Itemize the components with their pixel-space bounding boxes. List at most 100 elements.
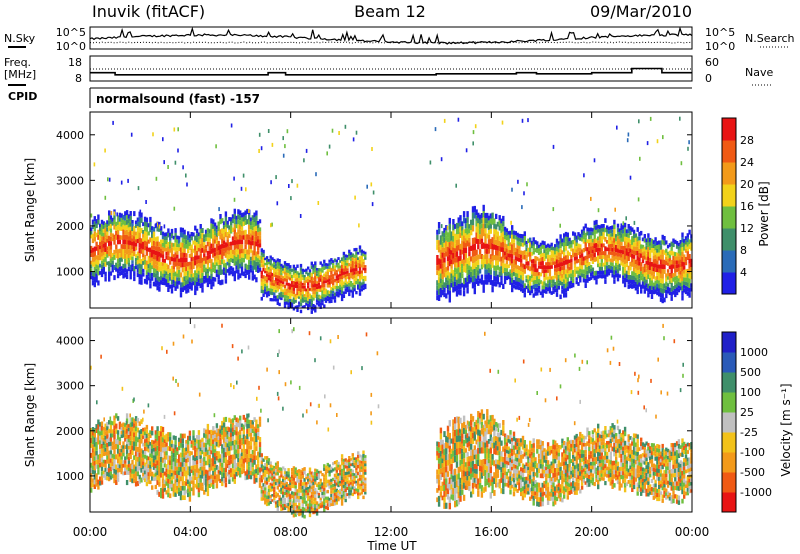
heatmap-cell xyxy=(623,264,627,269)
heatmap-cell xyxy=(104,261,107,267)
heatmap-cell xyxy=(638,265,641,270)
heatmap-cell xyxy=(443,262,446,268)
heatmap-cell xyxy=(659,268,663,274)
heatmap-cell xyxy=(333,299,337,303)
heatmap-cell xyxy=(212,479,215,485)
heatmap-cell xyxy=(278,285,281,290)
heatmap-cell xyxy=(546,247,550,251)
heatmap-cell xyxy=(264,276,267,279)
heatmap-cell xyxy=(353,258,356,262)
heatmap-cell xyxy=(654,254,657,259)
heatmap-cell xyxy=(140,463,143,468)
heatmap-cell xyxy=(208,434,211,439)
heatmap-cell xyxy=(340,272,344,276)
heatmap-cell xyxy=(589,253,593,258)
heatmap-cell xyxy=(545,272,548,277)
heatmap-cell xyxy=(323,263,326,267)
heatmap-cell xyxy=(357,265,360,269)
heatmap-cell xyxy=(555,288,559,293)
heatmap-cell xyxy=(496,250,500,256)
heatmap-cell xyxy=(210,482,213,487)
heatmap-cell xyxy=(661,234,664,240)
heatmap-cell xyxy=(208,246,211,251)
heatmap-cell xyxy=(537,261,541,266)
heatmap-cell xyxy=(172,280,175,284)
heatmap-cell xyxy=(161,273,165,278)
heatmap-cell xyxy=(221,472,224,477)
heatmap-cell xyxy=(493,223,496,229)
heatmap-cell xyxy=(152,440,156,445)
heatmap-cell xyxy=(199,478,202,483)
heatmap-cell xyxy=(332,276,335,280)
heatmap-cell xyxy=(195,259,199,265)
heatmap-cell xyxy=(568,266,571,271)
heatmap-cell xyxy=(455,183,457,188)
heatmap-cell xyxy=(491,218,494,225)
heatmap-cell xyxy=(181,471,184,477)
heatmap-cell xyxy=(215,225,219,230)
heatmap-cell xyxy=(118,448,122,453)
heatmap-cell xyxy=(684,256,688,261)
heatmap-cell xyxy=(262,293,265,297)
heatmap-cell xyxy=(436,234,439,240)
heatmap-cell xyxy=(332,260,335,263)
heatmap-cell xyxy=(299,288,303,293)
heatmap-cell xyxy=(443,247,446,253)
heatmap-cell xyxy=(317,201,320,205)
heatmap-cell xyxy=(113,254,116,260)
heatmap-cell xyxy=(190,265,193,270)
heatmap-cell xyxy=(231,271,235,277)
heatmap-cell xyxy=(109,454,113,459)
heatmap-cell xyxy=(188,481,192,487)
heatmap-cell xyxy=(217,240,220,246)
heatmap-cell xyxy=(267,293,271,297)
heatmap-cell xyxy=(461,263,464,269)
heatmap-cell xyxy=(152,458,156,463)
heatmap-cell xyxy=(143,255,147,260)
heatmap-cell xyxy=(174,457,177,463)
heatmap-cell xyxy=(303,296,306,300)
heatmap-cell xyxy=(233,270,236,276)
heatmap-cell xyxy=(203,480,206,486)
heatmap-cell xyxy=(301,300,304,303)
heatmap-cell xyxy=(658,244,661,249)
heatmap-cell xyxy=(351,290,354,294)
heatmap-cell xyxy=(179,247,183,253)
heatmap-cell xyxy=(659,287,663,293)
heatmap-cell xyxy=(248,474,251,479)
heatmap-cell xyxy=(475,249,478,256)
heatmap-cell xyxy=(534,283,537,288)
heatmap-cell xyxy=(231,436,235,441)
heatmap-cell xyxy=(262,497,265,501)
heatmap-cell xyxy=(264,466,267,470)
heatmap-cell xyxy=(457,278,460,284)
heatmap-cell xyxy=(239,244,242,250)
heatmap-cell xyxy=(634,242,638,247)
heatmap-cell xyxy=(292,264,296,268)
heatmap-cell xyxy=(283,264,287,268)
heatmap-cell xyxy=(109,223,113,229)
heatmap-cell xyxy=(650,266,654,272)
heatmap-cell xyxy=(360,261,363,265)
heatmap-cell xyxy=(116,229,120,235)
heatmap-cell xyxy=(563,247,566,252)
heatmap-cell xyxy=(299,267,303,271)
heatmap-cell xyxy=(659,292,663,298)
heatmap-cell xyxy=(172,257,175,262)
heatmap-cell xyxy=(99,234,102,239)
heatmap-cell xyxy=(147,264,150,269)
heatmap-cell xyxy=(125,269,129,275)
heatmap-cell xyxy=(230,249,233,254)
heatmap-cell xyxy=(262,278,265,283)
heatmap-cell xyxy=(623,255,627,260)
heatmap-cell xyxy=(221,430,224,435)
heatmap-cell xyxy=(131,256,134,261)
heatmap-cell xyxy=(251,225,254,231)
heatmap-cell xyxy=(584,274,587,279)
heatmap-cell xyxy=(267,129,270,133)
heatmap-cell xyxy=(351,294,354,298)
heatmap-cell xyxy=(190,444,193,448)
heatmap-cell xyxy=(579,272,582,276)
heatmap-cell xyxy=(575,249,578,253)
heatmap-cell xyxy=(482,261,485,268)
